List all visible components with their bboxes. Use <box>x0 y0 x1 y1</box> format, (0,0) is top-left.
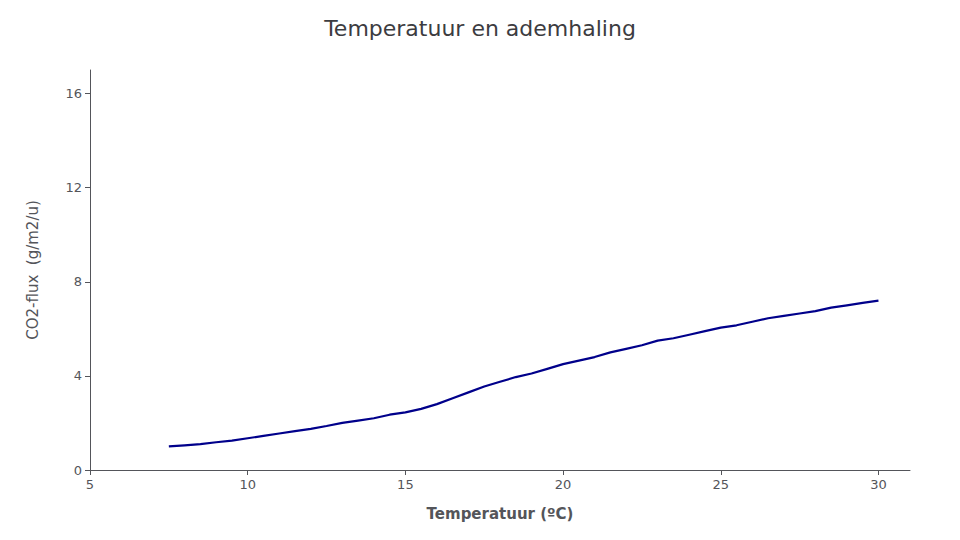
svg-text:15: 15 <box>397 477 414 492</box>
svg-text:16: 16 <box>65 86 82 101</box>
svg-text:Temperatuur en ademhaling: Temperatuur en ademhaling <box>323 16 636 41</box>
svg-text:5: 5 <box>86 477 94 492</box>
svg-text:10: 10 <box>239 477 256 492</box>
svg-text:0: 0 <box>74 463 82 478</box>
svg-text:25: 25 <box>712 477 729 492</box>
svg-text:Temperatuur (ºC): Temperatuur (ºC) <box>427 505 574 523</box>
svg-text:30: 30 <box>870 477 887 492</box>
svg-text:CO2-flux (g/m2/u): CO2-flux (g/m2/u) <box>24 200 42 340</box>
svg-text:8: 8 <box>74 274 82 289</box>
svg-text:20: 20 <box>555 477 572 492</box>
svg-text:4: 4 <box>74 368 82 383</box>
svg-text:12: 12 <box>65 180 82 195</box>
